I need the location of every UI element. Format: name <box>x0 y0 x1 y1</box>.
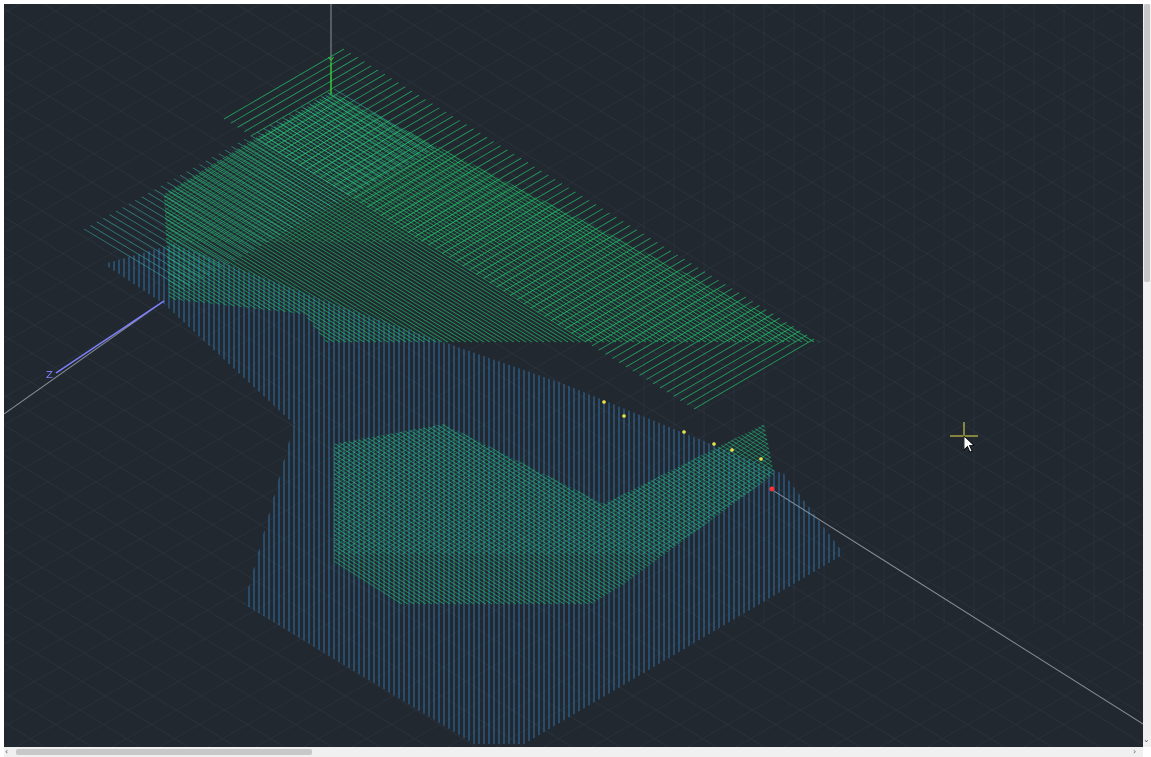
3d-scene[interactable]: Y Z <box>4 4 1143 747</box>
vertical-scroll-thumb[interactable] <box>1144 4 1150 282</box>
horizontal-scrollbar[interactable]: ‹ › <box>4 747 1143 757</box>
lattice-front-wing-cross <box>334 424 774 555</box>
x-axis-marker <box>769 486 775 492</box>
lattice-node[interactable] <box>622 414 626 418</box>
horizontal-scroll-thumb[interactable] <box>16 749 312 755</box>
lattice-node[interactable] <box>682 430 686 434</box>
axis-gizmo: Y Z <box>46 56 775 492</box>
z-axis-label: Z <box>46 370 53 381</box>
lattice-node[interactable] <box>712 442 716 446</box>
ground-grid <box>4 4 1143 747</box>
3d-viewport[interactable]: Y Z <box>4 4 1143 747</box>
lattice-node[interactable] <box>730 448 734 452</box>
y-axis-label: Y <box>327 56 335 67</box>
lattice-fringe <box>83 48 815 410</box>
scroll-left-arrow-icon[interactable]: ‹ <box>5 747 9 756</box>
scroll-right-arrow-icon[interactable]: › <box>1133 747 1137 756</box>
scroll-down-arrow-icon[interactable]: ⌄ <box>1143 735 1150 744</box>
z-axis-line <box>55 300 165 374</box>
lattice-node[interactable] <box>602 400 606 404</box>
crosshair-cursor <box>950 422 978 453</box>
mouse-pointer-icon <box>963 435 976 453</box>
lattice-front-wing <box>334 424 774 605</box>
lattice-top-slab <box>164 92 824 343</box>
lattice-node[interactable] <box>759 457 763 461</box>
vertical-scrollbar[interactable]: ⌄ <box>1143 4 1151 747</box>
